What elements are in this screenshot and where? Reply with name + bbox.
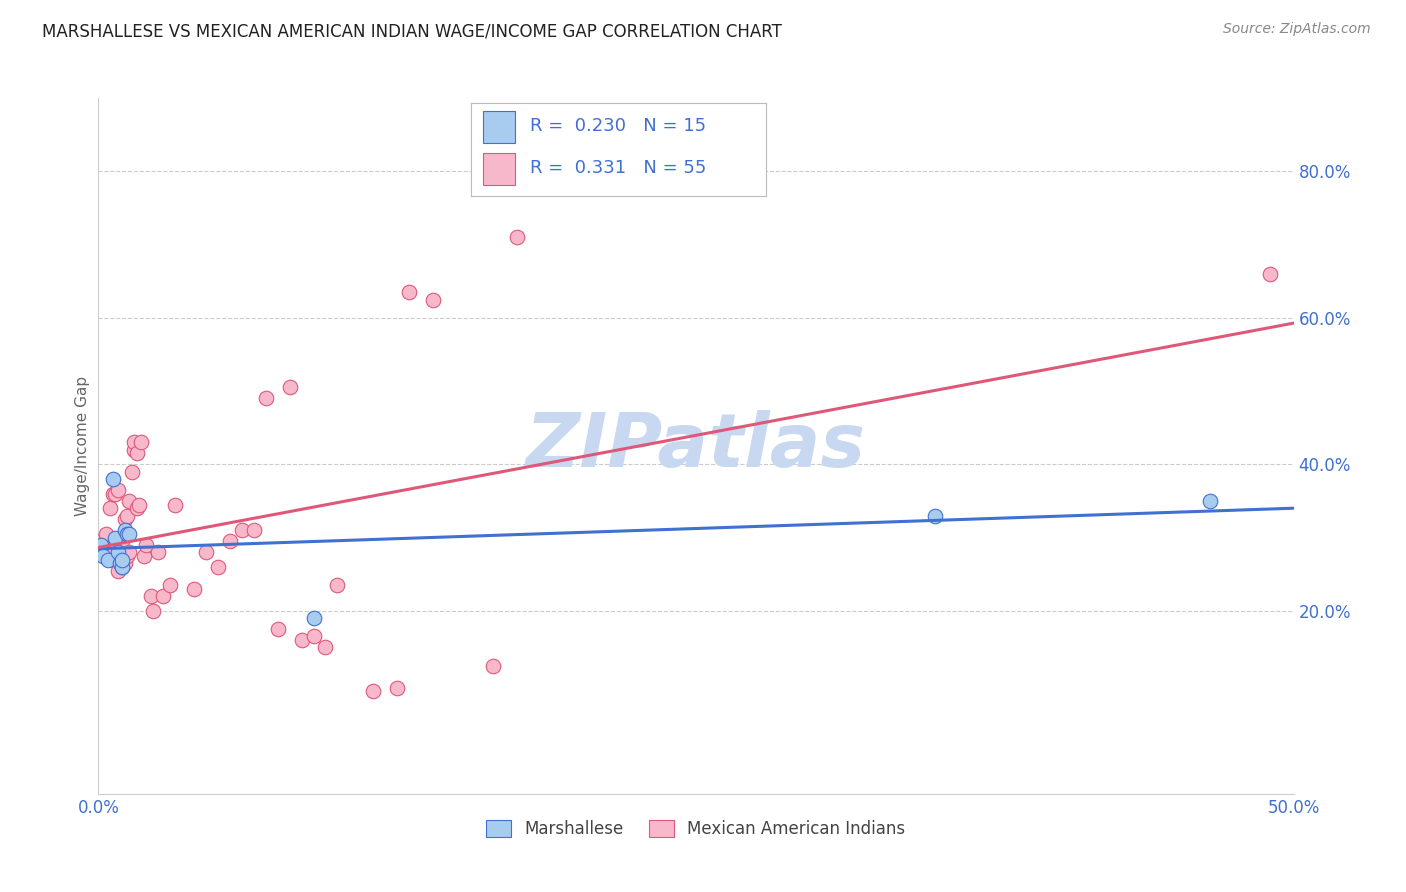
Point	[124, 435, 146, 450]
Point	[385, 681, 409, 695]
Point	[114, 523, 136, 537]
Point	[90, 534, 112, 549]
Point	[159, 578, 181, 592]
Y-axis label: Wage/Income Gap: Wage/Income Gap	[75, 376, 90, 516]
Point	[104, 531, 127, 545]
Point	[422, 293, 444, 307]
Point	[111, 534, 134, 549]
Point	[142, 604, 165, 618]
Point	[108, 545, 131, 559]
Point	[90, 538, 112, 552]
Point	[131, 435, 153, 450]
Point	[107, 545, 129, 559]
Point	[97, 552, 120, 566]
Point	[302, 629, 325, 643]
Point	[506, 230, 529, 244]
Point	[104, 486, 127, 500]
Point	[114, 556, 136, 570]
Text: R =  0.230   N = 15: R = 0.230 N = 15	[530, 118, 706, 136]
Legend: Marshallese, Mexican American Indians: Marshallese, Mexican American Indians	[479, 814, 912, 845]
Point	[97, 541, 120, 556]
Point	[163, 498, 186, 512]
Text: MARSHALLESE VS MEXICAN AMERICAN INDIAN WAGE/INCOME GAP CORRELATION CHART: MARSHALLESE VS MEXICAN AMERICAN INDIAN W…	[42, 22, 782, 40]
Point	[108, 556, 131, 570]
Point	[219, 534, 242, 549]
Point	[118, 494, 141, 508]
Point	[108, 531, 131, 545]
Point	[91, 541, 114, 556]
Point	[118, 545, 141, 559]
Point	[398, 285, 420, 300]
Point	[302, 611, 325, 625]
Point	[115, 508, 138, 523]
Point	[107, 564, 129, 578]
Bar	[482, 111, 516, 143]
Point	[132, 549, 155, 563]
Point	[107, 483, 129, 497]
Point	[125, 501, 148, 516]
Point	[115, 549, 138, 563]
Point	[135, 538, 157, 552]
Point	[101, 552, 124, 566]
Point	[363, 684, 385, 698]
Point	[924, 508, 946, 523]
Point	[152, 589, 174, 603]
Point	[278, 380, 301, 394]
Point	[115, 527, 138, 541]
Point	[111, 552, 134, 566]
Point	[111, 559, 134, 574]
Point	[1199, 494, 1222, 508]
Point	[254, 392, 277, 406]
Point	[481, 658, 505, 673]
Point	[114, 512, 136, 526]
Point	[121, 465, 143, 479]
Point	[1258, 267, 1281, 281]
Point	[101, 472, 124, 486]
Point	[125, 446, 148, 460]
Text: ZIPatlas: ZIPatlas	[526, 409, 866, 483]
Point	[124, 442, 146, 457]
Point	[326, 578, 349, 592]
Point	[267, 622, 290, 636]
Point	[118, 527, 141, 541]
Bar	[482, 153, 516, 185]
Point	[148, 545, 170, 559]
Point	[98, 501, 122, 516]
Point	[94, 527, 117, 541]
Point	[207, 559, 229, 574]
Point	[101, 486, 124, 500]
Point	[183, 582, 205, 596]
Point	[91, 549, 114, 563]
Point	[111, 559, 134, 574]
Point	[291, 633, 314, 648]
Point	[128, 498, 150, 512]
Point	[231, 523, 253, 537]
Point	[195, 545, 218, 559]
Text: R =  0.331   N = 55: R = 0.331 N = 55	[530, 159, 706, 177]
Text: Source: ZipAtlas.com: Source: ZipAtlas.com	[1223, 22, 1371, 37]
Point	[243, 523, 266, 537]
Point	[315, 640, 337, 655]
Point	[139, 589, 162, 603]
